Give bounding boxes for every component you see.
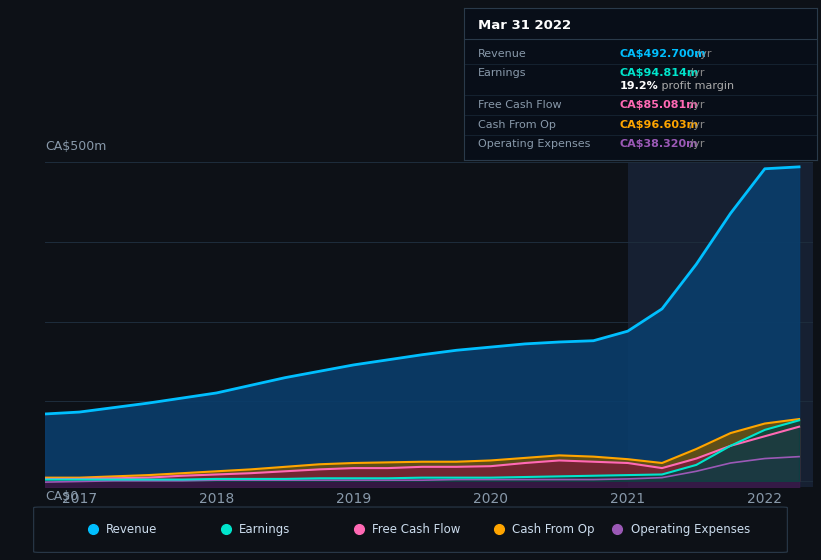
Bar <box>628 162 821 487</box>
Text: CA$96.603m: CA$96.603m <box>619 120 699 130</box>
Text: Earnings: Earnings <box>239 522 291 536</box>
Text: Cash From Op: Cash From Op <box>478 120 556 130</box>
Text: CA$85.081m: CA$85.081m <box>619 100 698 110</box>
Text: /yr: /yr <box>686 120 704 130</box>
Text: profit margin: profit margin <box>658 81 734 91</box>
Text: /yr: /yr <box>686 68 704 78</box>
Text: Free Cash Flow: Free Cash Flow <box>478 100 562 110</box>
Text: Cash From Op: Cash From Op <box>512 522 595 536</box>
Text: CA$0: CA$0 <box>45 491 78 503</box>
Text: Mar 31 2022: Mar 31 2022 <box>478 19 571 32</box>
Text: /yr: /yr <box>686 139 704 150</box>
Text: /yr: /yr <box>686 100 704 110</box>
Text: Earnings: Earnings <box>478 68 526 78</box>
FancyBboxPatch shape <box>34 507 787 552</box>
Text: Operating Expenses: Operating Expenses <box>478 139 590 150</box>
Text: Revenue: Revenue <box>478 49 527 59</box>
Text: Revenue: Revenue <box>106 522 158 536</box>
Text: Free Cash Flow: Free Cash Flow <box>372 522 461 536</box>
Text: CA$492.700m: CA$492.700m <box>619 49 706 59</box>
Text: /yr: /yr <box>693 49 712 59</box>
Text: Operating Expenses: Operating Expenses <box>631 522 750 536</box>
Text: CA$500m: CA$500m <box>45 139 107 153</box>
Text: 19.2%: 19.2% <box>619 81 658 91</box>
Text: CA$38.320m: CA$38.320m <box>619 139 698 150</box>
Text: CA$94.814m: CA$94.814m <box>619 68 699 78</box>
